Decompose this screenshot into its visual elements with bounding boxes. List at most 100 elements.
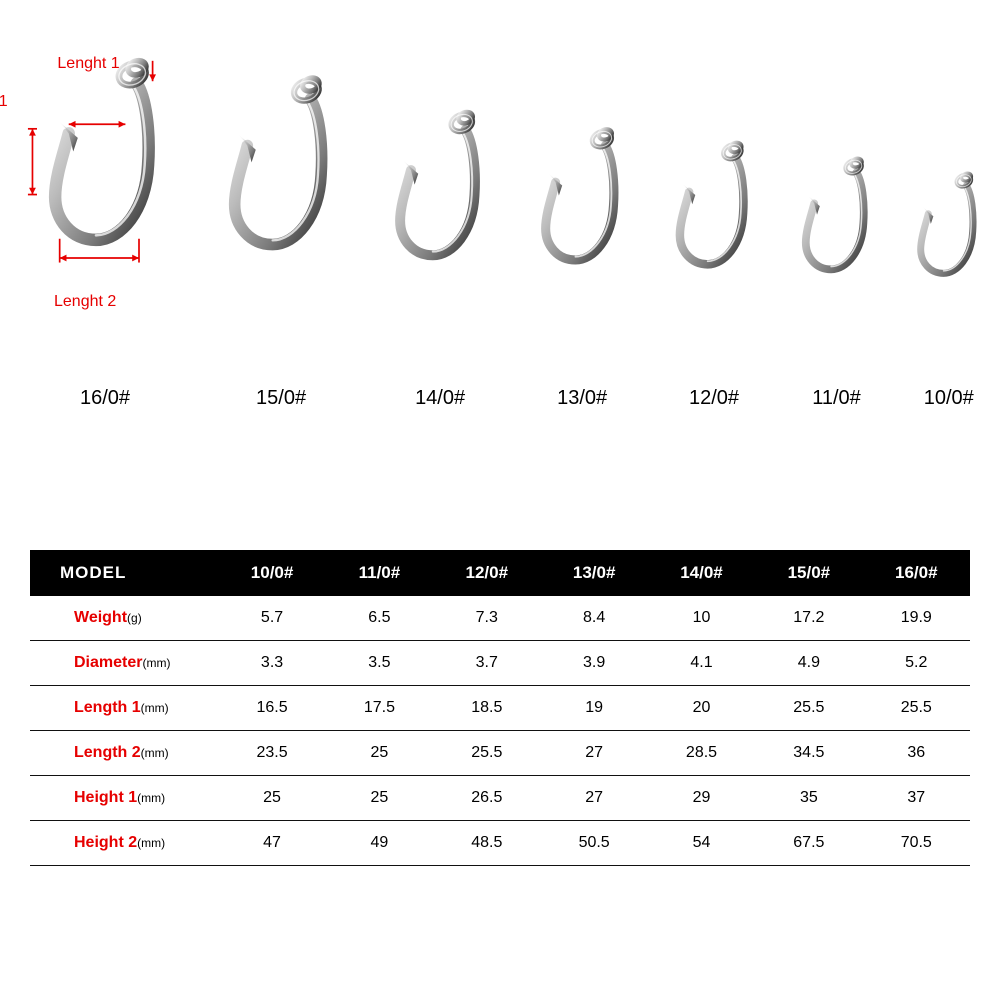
table-cell: 19 bbox=[540, 686, 647, 731]
table-row: Height 2(mm)474948.550.55467.570.5 bbox=[30, 821, 970, 866]
dim-label-length2: Lenght 2 bbox=[54, 293, 116, 311]
table-cell: 3.3 bbox=[218, 641, 325, 686]
table-cell: 37 bbox=[863, 776, 970, 821]
table-row: Diameter(mm)3.33.53.73.94.14.95.2 bbox=[30, 641, 970, 686]
table-cell: 18.5 bbox=[433, 686, 540, 731]
hook-item: 11/0# bbox=[784, 125, 889, 411]
row-label-text: Height 2 bbox=[74, 834, 137, 851]
hook-item: 15/0# bbox=[202, 28, 360, 410]
spec-table-area: MODEL10/0#11/0#12/0#13/0#14/0#15/0#16/0#… bbox=[30, 550, 970, 866]
table-cell: 17.5 bbox=[326, 686, 433, 731]
table-row: Length 2(mm)23.52525.52728.534.536 bbox=[30, 731, 970, 776]
dim-label-length1: Lenght 1 bbox=[57, 55, 119, 73]
row-label-text: Length 1 bbox=[74, 699, 141, 716]
table-cell: 25.5 bbox=[755, 686, 862, 731]
table-cell: 25 bbox=[326, 776, 433, 821]
hook-item: 10/0# bbox=[901, 143, 996, 410]
table-header-col: 12/0# bbox=[433, 550, 540, 596]
table-cell: 3.5 bbox=[326, 641, 433, 686]
table-header-col: 14/0# bbox=[648, 550, 755, 596]
table-row: Length 1(mm)16.517.518.5192025.525.5 bbox=[30, 686, 970, 731]
row-label-text: Weight bbox=[74, 609, 127, 626]
table-cell: 25.5 bbox=[863, 686, 970, 731]
table-row: Height 1(mm)252526.527293537 bbox=[30, 776, 970, 821]
table-cell: 4.9 bbox=[755, 641, 862, 686]
row-label-unit: (mm) bbox=[137, 791, 165, 805]
table-cell: 34.5 bbox=[755, 731, 862, 776]
row-label-unit: (mm) bbox=[141, 746, 169, 760]
hook-size-label: 16/0# bbox=[80, 387, 130, 410]
table-cell: 8.4 bbox=[540, 596, 647, 641]
table-cell: 36 bbox=[863, 731, 970, 776]
row-label-unit: (mm) bbox=[142, 656, 170, 670]
hook-item: 12/0# bbox=[656, 106, 772, 410]
table-cell: 4.1 bbox=[648, 641, 755, 686]
table-cell: 19.9 bbox=[863, 596, 970, 641]
hook-item: 14/0# bbox=[372, 69, 508, 410]
table-header-row: MODEL10/0#11/0#12/0#13/0#14/0#15/0#16/0# bbox=[30, 550, 970, 596]
hook-icon bbox=[656, 106, 772, 317]
table-body: Weight(g)5.76.57.38.41017.219.9Diameter(… bbox=[30, 596, 970, 866]
dim-label-height1: Height 1 bbox=[0, 93, 8, 111]
table-cell: 6.5 bbox=[326, 596, 433, 641]
table-cell: 5.7 bbox=[218, 596, 325, 641]
row-label: Height 2(mm) bbox=[30, 821, 218, 866]
table-cell: 16.5 bbox=[218, 686, 325, 731]
table-cell: 28.5 bbox=[648, 731, 755, 776]
table-cell: 70.5 bbox=[863, 821, 970, 866]
table-cell: 7.3 bbox=[433, 596, 540, 641]
table-row: Weight(g)5.76.57.38.41017.219.9 bbox=[30, 596, 970, 641]
table-cell: 67.5 bbox=[755, 821, 862, 866]
table-cell: 26.5 bbox=[433, 776, 540, 821]
row-label-text: Height 1 bbox=[74, 789, 137, 806]
table-cell: 3.7 bbox=[433, 641, 540, 686]
hook-icon bbox=[784, 125, 889, 318]
table-cell: 50.5 bbox=[540, 821, 647, 866]
hook-icon bbox=[202, 28, 360, 317]
row-label: Height 1(mm) bbox=[30, 776, 218, 821]
row-label-text: Diameter bbox=[74, 654, 142, 671]
table-header-col: 16/0# bbox=[863, 550, 970, 596]
row-label-unit: (g) bbox=[127, 611, 142, 625]
table-cell: 25.5 bbox=[433, 731, 540, 776]
table-cell: 17.2 bbox=[755, 596, 862, 641]
table-cell: 29 bbox=[648, 776, 755, 821]
row-label: Weight(g) bbox=[30, 596, 218, 641]
table-header-col: 11/0# bbox=[326, 550, 433, 596]
table-header-col: 15/0# bbox=[755, 550, 862, 596]
table-cell: 10 bbox=[648, 596, 755, 641]
table-cell: 25 bbox=[218, 776, 325, 821]
table-cell: 20 bbox=[648, 686, 755, 731]
table-cell: 49 bbox=[326, 821, 433, 866]
row-label: Length 1(mm) bbox=[30, 686, 218, 731]
hook-size-label: 12/0# bbox=[689, 387, 739, 410]
table-cell: 23.5 bbox=[218, 731, 325, 776]
table-cell: 5.2 bbox=[863, 641, 970, 686]
hook-diagram-area: Height 2Height 1Lenght 1Lenght 216/0# 15… bbox=[20, 60, 980, 460]
row-label-text: Length 2 bbox=[74, 744, 141, 761]
hook-size-label: 13/0# bbox=[557, 387, 607, 410]
table-cell: 27 bbox=[540, 776, 647, 821]
table-header-model: MODEL bbox=[30, 550, 218, 596]
table-cell: 35 bbox=[755, 776, 862, 821]
row-label: Diameter(mm) bbox=[30, 641, 218, 686]
table-cell: 48.5 bbox=[433, 821, 540, 866]
hook-row: Height 2Height 1Lenght 1Lenght 216/0# 15… bbox=[20, 60, 980, 410]
hook-size-label: 15/0# bbox=[256, 387, 306, 410]
spec-table: MODEL10/0#11/0#12/0#13/0#14/0#15/0#16/0#… bbox=[30, 550, 970, 866]
table-cell: 54 bbox=[648, 821, 755, 866]
hook-icon bbox=[901, 143, 996, 317]
hook-item: 13/0# bbox=[520, 90, 644, 410]
hook-size-label: 14/0# bbox=[415, 387, 465, 410]
hook-icon bbox=[372, 69, 508, 317]
row-label: Length 2(mm) bbox=[30, 731, 218, 776]
row-label-unit: (mm) bbox=[141, 701, 169, 715]
table-header-col: 13/0# bbox=[540, 550, 647, 596]
hook-size-label: 11/0# bbox=[812, 387, 861, 410]
hook-size-label: 10/0# bbox=[924, 387, 974, 410]
row-label-unit: (mm) bbox=[137, 836, 165, 850]
table-cell: 47 bbox=[218, 821, 325, 866]
table-cell: 27 bbox=[540, 731, 647, 776]
table-header-col: 10/0# bbox=[218, 550, 325, 596]
table-cell: 3.9 bbox=[540, 641, 647, 686]
